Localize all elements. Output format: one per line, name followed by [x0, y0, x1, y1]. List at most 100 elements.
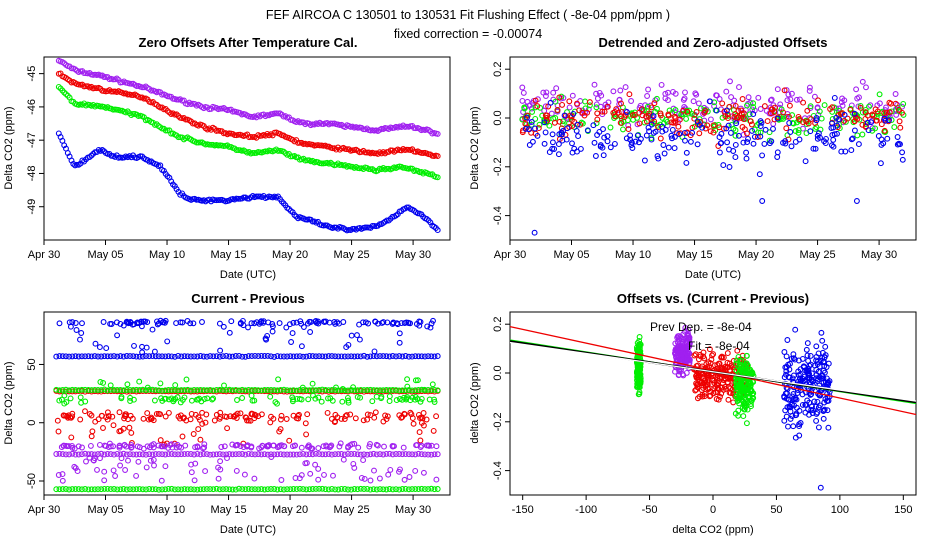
data-point	[808, 116, 814, 123]
data-point	[599, 108, 606, 115]
data-point	[896, 106, 902, 113]
data-point	[592, 153, 599, 159]
data-point	[575, 133, 582, 140]
data-point	[784, 337, 791, 343]
data-point	[287, 486, 294, 493]
data-point	[104, 409, 111, 416]
data-point	[148, 415, 155, 422]
data-point	[69, 319, 76, 326]
data-point	[194, 387, 201, 394]
data-point	[345, 486, 351, 493]
data-point	[434, 486, 441, 492]
data-point	[853, 198, 860, 204]
data-point	[431, 451, 438, 458]
data-point	[718, 139, 725, 146]
data-point	[806, 84, 813, 91]
data-point	[809, 403, 815, 410]
data-point	[157, 317, 164, 324]
data-point	[743, 149, 750, 156]
data-point	[199, 319, 205, 325]
data-point	[744, 139, 751, 146]
data-point	[409, 387, 416, 394]
panel-title: Detrended and Zero-adjusted Offsets	[599, 35, 828, 50]
data-point	[844, 115, 851, 122]
data-point	[686, 336, 693, 343]
data-point	[797, 420, 804, 426]
data-point	[746, 378, 753, 385]
data-point	[175, 134, 182, 141]
data-point	[378, 395, 385, 402]
data-point	[833, 114, 840, 121]
data-point	[319, 353, 326, 360]
data-point	[335, 451, 342, 458]
data-point	[731, 113, 738, 120]
data-point	[594, 95, 601, 102]
x-tick-label: 0	[710, 504, 716, 516]
data-point	[239, 451, 246, 457]
data-point	[229, 486, 236, 493]
data-point	[68, 434, 75, 441]
x-tick-label: May 20	[272, 249, 308, 261]
data-point	[590, 122, 597, 129]
data-point	[364, 485, 371, 492]
data-point	[82, 398, 89, 405]
data-point	[111, 387, 117, 393]
data-point	[823, 364, 830, 370]
data-point	[95, 387, 101, 393]
data-point	[274, 486, 281, 493]
data-point	[330, 472, 336, 479]
data-point	[689, 129, 696, 136]
data-point	[215, 464, 222, 471]
data-point	[387, 466, 394, 473]
data-point	[380, 486, 387, 493]
data-point	[410, 420, 417, 427]
data-point	[528, 118, 535, 125]
data-point	[831, 94, 838, 101]
data-point	[114, 387, 121, 393]
data-point	[829, 104, 836, 111]
data-point	[665, 112, 672, 119]
data-point	[237, 410, 244, 417]
data-point	[245, 486, 252, 492]
x-tick-label: May 05	[87, 249, 123, 261]
data-point	[134, 320, 141, 327]
data-point	[706, 98, 713, 105]
data-point	[412, 451, 419, 458]
data-point	[220, 353, 226, 360]
data-point	[738, 114, 745, 121]
data-point	[178, 451, 185, 458]
data-point	[258, 352, 265, 359]
data-point	[818, 115, 825, 122]
data-point	[710, 129, 717, 136]
x-axis: Apr 30 May 05 May 10 May 15 May 20 May 25 May …	[28, 240, 431, 261]
data-point	[582, 98, 589, 105]
data-point	[542, 129, 549, 136]
data-point	[597, 142, 604, 149]
data-point	[814, 398, 821, 405]
data-point	[303, 431, 310, 438]
data-point	[344, 394, 351, 401]
data-point	[698, 379, 705, 386]
data-point	[83, 458, 89, 465]
data-point	[117, 387, 124, 393]
data-point	[327, 395, 334, 402]
data-point	[155, 353, 162, 360]
data-point	[897, 141, 903, 148]
data-point	[555, 151, 562, 158]
data-point	[114, 486, 121, 493]
data-point	[815, 350, 822, 357]
data-point	[131, 342, 137, 349]
data-point	[190, 320, 197, 327]
data-point	[806, 371, 813, 377]
data-point	[245, 353, 252, 360]
data-point	[393, 353, 399, 360]
data-point	[216, 486, 223, 493]
data-point	[97, 103, 104, 110]
data-point	[672, 90, 679, 97]
data-point	[217, 458, 224, 465]
data-point	[758, 119, 765, 126]
data-point	[430, 317, 436, 324]
data-point	[789, 393, 796, 400]
x-tick-label: May 15	[211, 249, 247, 261]
data-point	[704, 108, 711, 115]
